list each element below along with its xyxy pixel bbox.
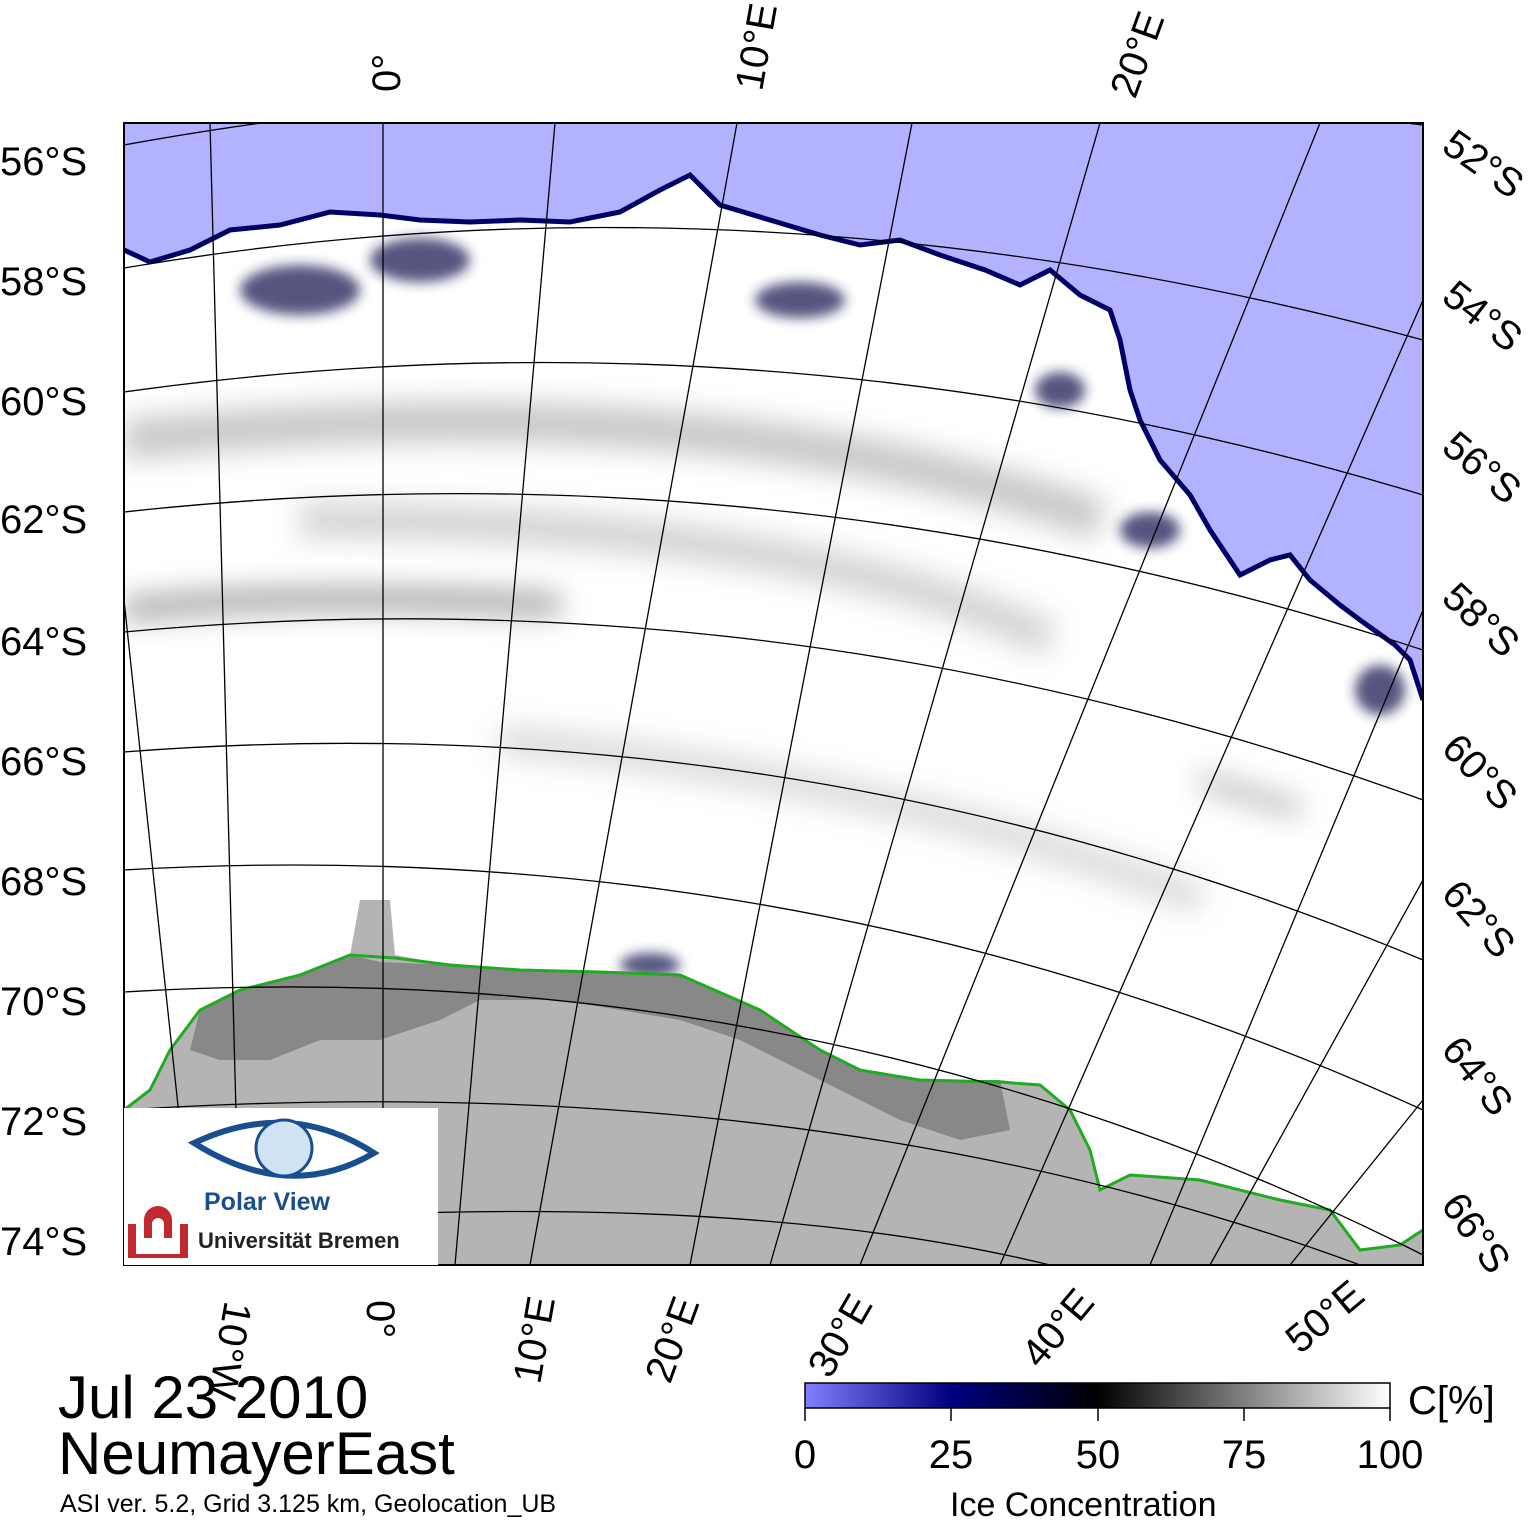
lat-label: 64°S bbox=[1433, 1028, 1521, 1124]
colorbar-title: Ice Concentration bbox=[950, 1486, 1217, 1524]
ice-shelf bbox=[190, 955, 1010, 1140]
logo-title: Polar View bbox=[204, 1188, 330, 1216]
lat-label: 62°S bbox=[0, 498, 87, 542]
lon-label: 10°E bbox=[506, 1293, 564, 1386]
lat-label: 60°S bbox=[1434, 726, 1526, 819]
lat-label: 66°S bbox=[1433, 1185, 1519, 1282]
lat-label: 60°S bbox=[0, 380, 87, 424]
lat-label: 56°S bbox=[0, 140, 87, 184]
lat-label: 74°S bbox=[0, 1220, 87, 1264]
lat-label: 64°S bbox=[0, 620, 87, 664]
lat-label: 62°S bbox=[1433, 872, 1523, 967]
lon-label: 50°E bbox=[1278, 1272, 1373, 1362]
region-label: NeumayerEast bbox=[58, 1420, 455, 1487]
concentration-texture bbox=[124, 402, 1303, 914]
lon-label: 0° bbox=[365, 54, 409, 92]
lat-label: 58°S bbox=[1434, 574, 1528, 666]
colorbar bbox=[804, 1382, 1391, 1409]
latitude-labels-right: 52°S 54°S 56°S 58°S 60°S 62°S 64°S 66°S bbox=[1433, 121, 1532, 1281]
colorbar-ticks bbox=[804, 1408, 1391, 1421]
latitude-gridlines bbox=[124, 123, 1423, 1265]
longitude-labels-top: 0° 10°E 20°E bbox=[365, 0, 1173, 103]
lon-label: 0° bbox=[358, 1300, 402, 1338]
lat-label: 58°S bbox=[0, 260, 87, 304]
lon-label: 40°E bbox=[1013, 1281, 1103, 1376]
longitude-gridlines bbox=[124, 123, 1423, 1265]
lat-label: 68°S bbox=[0, 860, 87, 904]
eye-logo-icon bbox=[128, 1118, 380, 1258]
latitude-labels-left: 56°S 58°S 60°S 62°S 64°S 66°S 68°S 70°S … bbox=[0, 140, 87, 1264]
lat-label: 66°S bbox=[0, 740, 87, 784]
lat-label: 56°S bbox=[1434, 423, 1529, 513]
lat-label: 72°S bbox=[0, 1100, 87, 1144]
lat-label: 54°S bbox=[1434, 272, 1530, 360]
lat-label: 52°S bbox=[1435, 121, 1532, 207]
logo-institution: Universität Bremen bbox=[198, 1228, 400, 1253]
colorbar-unit: C[%] bbox=[1408, 1379, 1495, 1423]
colorbar-tick-label: 50 bbox=[1075, 1433, 1121, 1477]
colorbar-tick-label: 75 bbox=[1221, 1433, 1267, 1477]
ice-edge bbox=[124, 171, 1423, 701]
lon-label: 20°E bbox=[1102, 6, 1173, 103]
colorbar-tick-label: 25 bbox=[928, 1433, 974, 1477]
lat-label: 70°S bbox=[0, 980, 87, 1024]
lon-label: 30°E bbox=[800, 1287, 882, 1384]
lon-label: 10°E bbox=[728, 0, 786, 93]
map-frame bbox=[123, 122, 1424, 1266]
polar-view-logo: Polar View Universität Bremen bbox=[124, 1108, 438, 1265]
product-info: ASI ver. 5.2, Grid 3.125 km, Geolocation… bbox=[60, 1490, 557, 1518]
date-label: Jul 23 2010 bbox=[58, 1364, 369, 1431]
edge-floes bbox=[240, 238, 1405, 977]
lon-label: 20°E bbox=[637, 1291, 708, 1388]
colorbar-tick-label: 100 bbox=[1356, 1433, 1424, 1477]
colorbar-tick-label: 0 bbox=[793, 1433, 817, 1477]
coastline bbox=[124, 953, 1423, 1252]
